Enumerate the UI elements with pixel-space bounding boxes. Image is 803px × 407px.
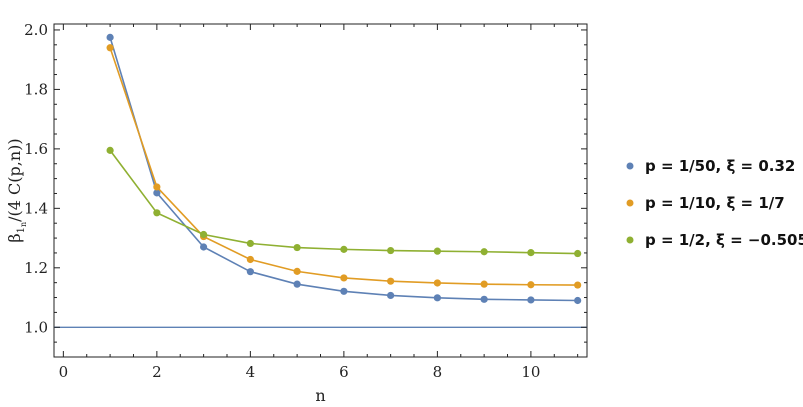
y-tick-label: 1.8 (24, 80, 48, 98)
data-point (527, 281, 535, 289)
data-point (480, 248, 488, 256)
y-tick-label: 1.2 (24, 259, 48, 277)
data-point (340, 274, 348, 282)
data-point (246, 255, 254, 264)
y-axis-title: β1n/(4 C(p,n)) (5, 138, 28, 242)
data-point (527, 296, 535, 304)
y-axis: 1.0 1.2 1.4 1.6 1.8 2.0 (24, 21, 587, 358)
data-point (153, 209, 161, 217)
legend-item: p = 1/10, ξ = 1/7 (626, 194, 785, 212)
data-point (387, 291, 395, 300)
series-line (109, 37, 578, 302)
y-tick-label: 1.6 (24, 140, 48, 158)
data-point (293, 267, 301, 275)
data-point (574, 249, 582, 258)
data-point (527, 249, 535, 257)
data-point (480, 280, 488, 288)
data-point (106, 33, 114, 41)
data-point (106, 44, 114, 52)
x-axis: 0 2 4 6 8 10 (59, 24, 579, 381)
data-point (574, 281, 582, 289)
x-tick-label: 0 (59, 363, 69, 381)
data-point (293, 280, 301, 288)
data-point (293, 243, 301, 252)
data-point (574, 296, 582, 305)
data-point (433, 294, 441, 302)
legend: p = 1/50, ξ = 0.32 p = 1/10, ξ = 1/7 p = 1… (626, 157, 803, 249)
series-3 (106, 146, 582, 258)
y-tick-label: 1.4 (24, 199, 48, 217)
x-axis-title: n (315, 386, 325, 405)
legend-label: p = 1/2, ξ = −0.505 (645, 231, 803, 249)
legend-item: p = 1/50, ξ = 0.32 (626, 157, 795, 175)
x-tick-label: 10 (521, 363, 540, 381)
legend-marker (626, 199, 634, 207)
legend-label: p = 1/10, ξ = 1/7 (645, 194, 785, 212)
data-point (433, 247, 441, 255)
x-tick-label: 2 (152, 363, 162, 381)
y-tick-label: 1.0 (24, 318, 48, 336)
data-point (200, 230, 208, 239)
data-point (387, 277, 395, 285)
legend-marker (626, 162, 634, 170)
data-point (340, 245, 348, 253)
data-point (153, 189, 161, 197)
y-axis-title-subsub: n (19, 222, 28, 227)
plot-area (53, 23, 588, 358)
x-tick-label: 6 (339, 363, 349, 381)
data-point (480, 295, 488, 303)
data-point (246, 239, 254, 248)
data-point (246, 268, 254, 276)
plot-frame (53, 23, 588, 358)
y-axis-title-rest: /(4 C(p,n)) (5, 138, 24, 222)
series-1 (106, 33, 582, 305)
series-layer (106, 33, 582, 305)
data-point (433, 279, 441, 287)
data-point (106, 146, 114, 154)
legend-marker (626, 236, 634, 244)
y-axis-title-sub: 1 (16, 227, 27, 233)
x-tick-label: 4 (246, 363, 256, 381)
x-tick-label: 8 (433, 363, 443, 381)
data-point (340, 287, 348, 295)
y-axis-title-base: β (5, 233, 24, 242)
data-point (200, 243, 208, 251)
data-point (153, 183, 161, 191)
legend-item: p = 1/2, ξ = −0.505 (626, 231, 803, 249)
legend-label: p = 1/50, ξ = 0.32 (645, 157, 795, 175)
data-point (387, 246, 395, 255)
series-line (109, 149, 578, 255)
y-tick-label: 2.0 (24, 21, 48, 39)
